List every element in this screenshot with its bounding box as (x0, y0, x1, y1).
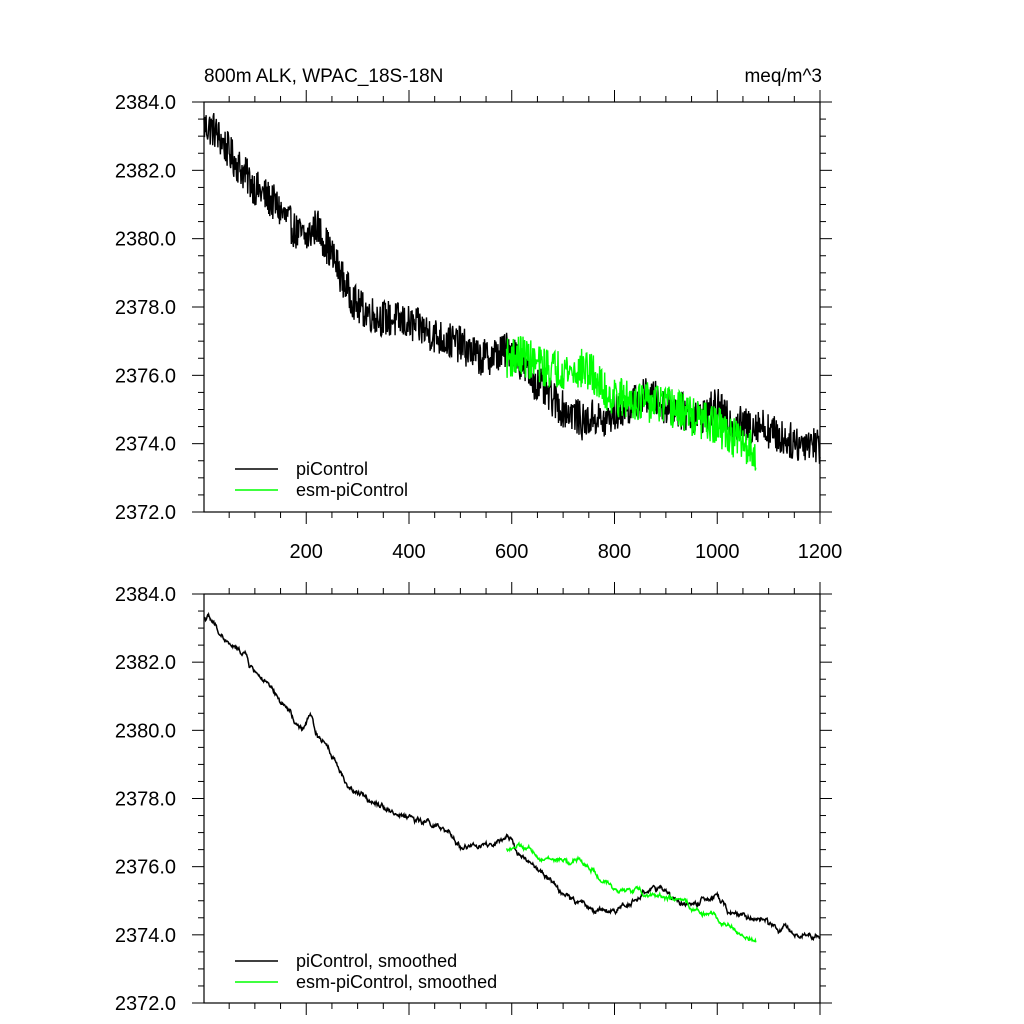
plot-area (203, 611, 821, 943)
x-tick-label: 200 (290, 541, 323, 563)
plot-frame (203, 593, 821, 1004)
series-line-esm-picontrol (505, 336, 757, 471)
chart-title: 800m ALK, WPAC_18S-18N (204, 66, 443, 87)
y-tick-label: 2376.0 (115, 365, 176, 387)
series-line-picontrol-smoothed (203, 611, 821, 942)
raw-panel: 800m ALK, WPAC_18S-18N meq/m^3 2372.0 23… (115, 66, 842, 563)
plot-area (203, 112, 821, 471)
x-tick-label: 1200 (798, 541, 843, 563)
legend-label: esm-piControl (296, 480, 408, 500)
y-tick-label: 2378.0 (115, 789, 176, 811)
y-tick-label: 2374.0 (115, 925, 176, 947)
axis-ticks (192, 582, 832, 1015)
y-tick-label: 2374.0 (115, 434, 176, 456)
y-axis-labels: 2372.0 2374.0 2376.0 2378.0 2380.0 2382.… (115, 92, 176, 524)
y-tick-label: 2376.0 (115, 857, 176, 879)
units-label: meq/m^3 (744, 66, 822, 87)
y-tick-label: 2378.0 (115, 297, 176, 319)
y-tick-label: 2384.0 (115, 92, 176, 114)
y-tick-label: 2380.0 (115, 720, 176, 742)
legend-label: piControl, smoothed (296, 951, 457, 971)
y-tick-label: 2372.0 (115, 502, 176, 524)
legend-label: piControl (296, 459, 368, 479)
legend-label: esm-piControl, smoothed (296, 972, 497, 992)
x-tick-label: 400 (392, 541, 425, 563)
legend: piControl esm-piControl (235, 459, 408, 500)
axis-ticks (192, 90, 832, 524)
legend: piControl, smoothed esm-piControl, smoot… (235, 951, 497, 992)
series-line-picontrol (203, 112, 821, 464)
y-tick-label: 2382.0 (115, 160, 176, 182)
y-tick-label: 2384.0 (115, 584, 176, 606)
y-tick-label: 2382.0 (115, 652, 176, 674)
x-tick-label: 600 (495, 541, 528, 563)
x-tick-label: 800 (598, 541, 631, 563)
x-tick-label: 1000 (695, 541, 740, 563)
smoothed-panel: 2372.0 2374.0 2376.0 2378.0 2380.0 2382.… (115, 582, 832, 1015)
y-tick-label: 2372.0 (115, 993, 176, 1015)
y-tick-label: 2380.0 (115, 229, 176, 251)
x-axis-labels: 200 400 600 800 1000 1200 (290, 541, 843, 563)
y-axis-labels: 2372.0 2374.0 2376.0 2378.0 2380.0 2382.… (115, 584, 176, 1015)
series-line-esm-picontrol-smoothed (505, 841, 757, 943)
